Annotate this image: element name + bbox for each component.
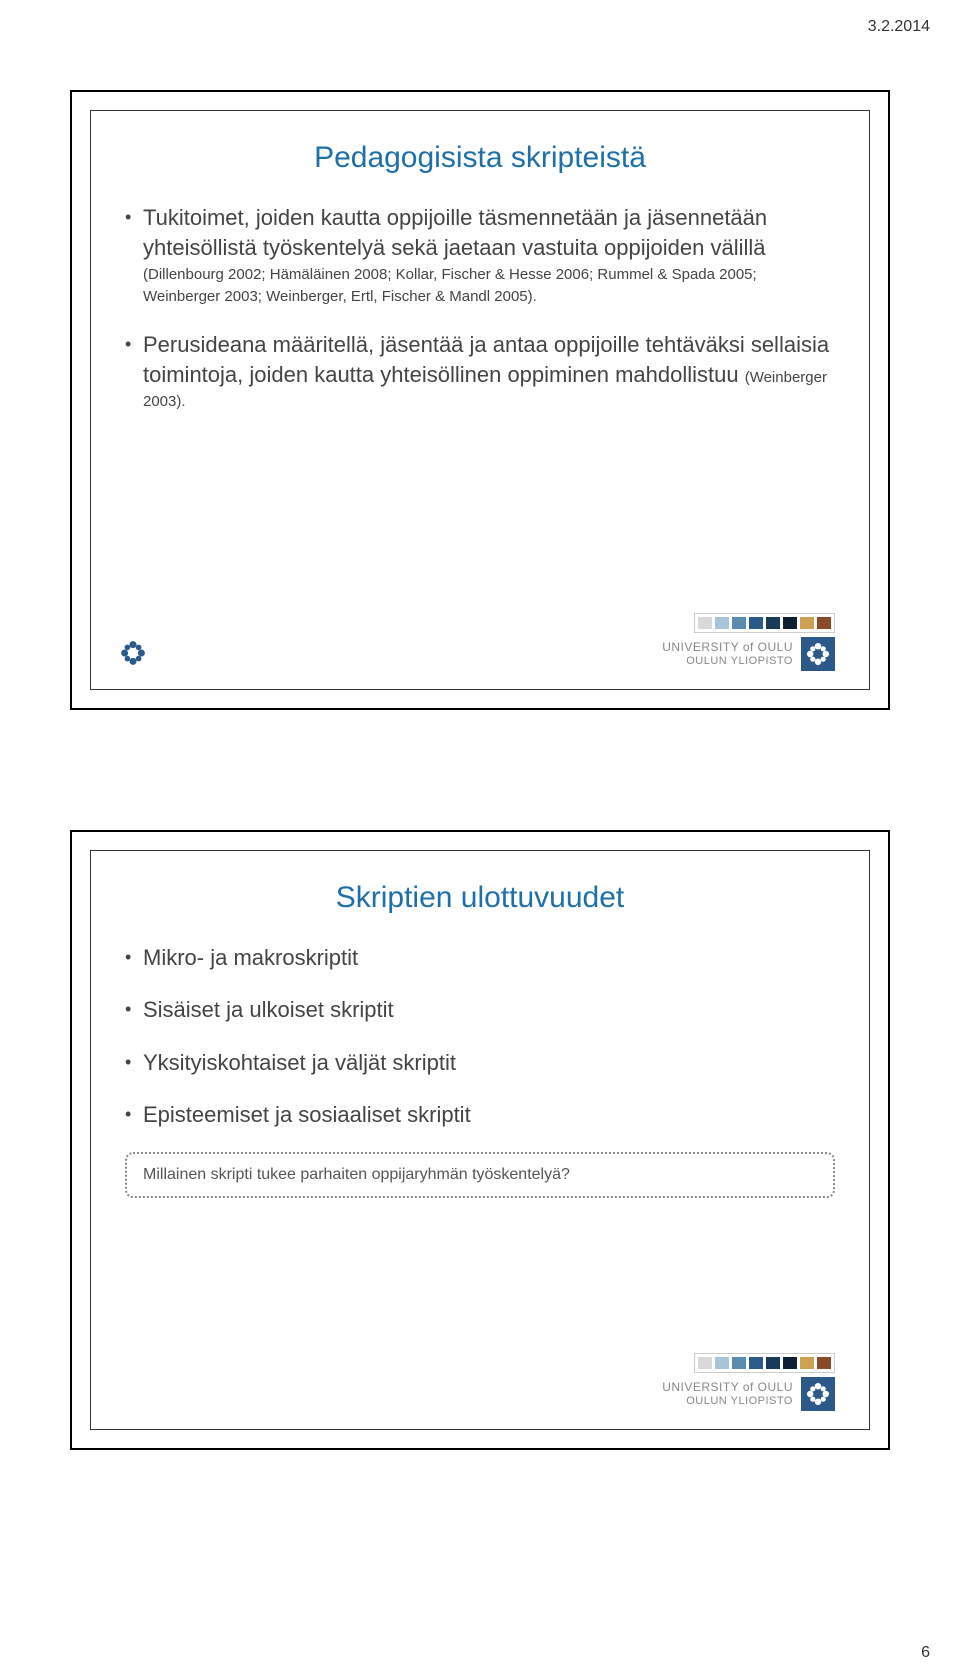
slide-footer: UNIVERSITY of OULU OULUN YLIOPISTO [125,613,835,671]
bullet-dot: • [125,943,143,973]
slide-1: Pedagogisista skripteistä • Tukitoimet, … [70,90,890,710]
stripe-sq [766,1357,780,1369]
stripe-sq [715,1357,729,1369]
stripe-sq [732,1357,746,1369]
bullet-item: • Episteemiset ja sosiaaliset skriptit [125,1100,835,1130]
stripe-sq [783,1357,797,1369]
page-number: 6 [921,1644,930,1662]
university-logo: UNIVERSITY of OULU OULUN YLIOPISTO [662,1377,835,1411]
slide-1-content: • Tukitoimet, joiden kautta oppijoille t… [125,203,835,605]
stripe-sq [698,1357,712,1369]
bullet-item: • Sisäiset ja ulkoiset skriptit [125,995,835,1025]
flower-logo-icon [801,1377,835,1411]
bullet-main: Tukitoimet, joiden kautta oppijoille täs… [143,205,767,260]
stripe-sq [783,617,797,629]
bullet-text: Mikro- ja makroskriptit [143,943,835,973]
slide-footer: UNIVERSITY of OULU OULUN YLIOPISTO [125,1353,835,1411]
bullet-dot: • [125,203,143,308]
bullet-text: Yksityiskohtaiset ja väljät skriptit [143,1048,835,1078]
bullet-item: • Perusideana määritellä, jäsentää ja an… [125,330,835,413]
stripe-sq [749,1357,763,1369]
university-name-en: UNIVERSITY of OULU [662,641,793,655]
university-name-fi: OULUN YLIOPISTO [662,1395,793,1408]
slide-1-title: Pedagogisista skripteistä [125,141,835,175]
bullet-item: • Tukitoimet, joiden kautta oppijoille t… [125,203,835,308]
bullet-main: Perusideana määritellä, jäsentää ja anta… [143,332,829,387]
bullet-item: • Yksityiskohtaiset ja väljät skriptit [125,1048,835,1078]
bullet-dot: • [125,995,143,1025]
bullet-dot: • [125,330,143,413]
slide-2-title: Skriptien ulottuvuudet [125,881,835,915]
flower-logo-icon [801,637,835,671]
bullet-dot: • [125,1100,143,1130]
stripe-sq [817,1357,831,1369]
bullet-text: Perusideana määritellä, jäsentää ja anta… [143,330,835,413]
university-text: UNIVERSITY of OULU OULUN YLIOPISTO [662,641,793,667]
bullet-item: • Mikro- ja makroskriptit [125,943,835,973]
slide-2-inner: Skriptien ulottuvuudet • Mikro- ja makro… [90,850,870,1430]
stripe-sq [698,617,712,629]
stripe-sq [749,617,763,629]
slide-2-content: • Mikro- ja makroskriptit • Sisäiset ja … [125,943,835,1345]
stripe-sq [817,617,831,629]
university-logo: UNIVERSITY of OULU OULUN YLIOPISTO [662,637,835,671]
bullet-text: Tukitoimet, joiden kautta oppijoille täs… [143,203,835,308]
stripe-sq [732,617,746,629]
flower-icon [119,639,147,667]
page-date: 3.2.2014 [868,18,930,36]
bullet-ref: (Dillenbourg 2002; Hämäläinen 2008; Koll… [143,266,757,305]
stripe-sq [800,1357,814,1369]
slide-2: Skriptien ulottuvuudet • Mikro- ja makro… [70,830,890,1450]
callout-box: Millainen skripti tukee parhaiten oppija… [125,1152,835,1198]
university-text: UNIVERSITY of OULU OULUN YLIOPISTO [662,1381,793,1407]
slide-1-inner: Pedagogisista skripteistä • Tukitoimet, … [90,110,870,690]
university-name-en: UNIVERSITY of OULU [662,1381,793,1395]
stripe-sq [766,617,780,629]
bullet-dot: • [125,1048,143,1078]
stripe-sq [715,617,729,629]
stripe-sq [800,617,814,629]
color-stripe [694,613,835,633]
bullet-text: Episteemiset ja sosiaaliset skriptit [143,1100,835,1130]
university-name-fi: OULUN YLIOPISTO [662,655,793,668]
bullet-text: Sisäiset ja ulkoiset skriptit [143,995,835,1025]
color-stripe [694,1353,835,1373]
